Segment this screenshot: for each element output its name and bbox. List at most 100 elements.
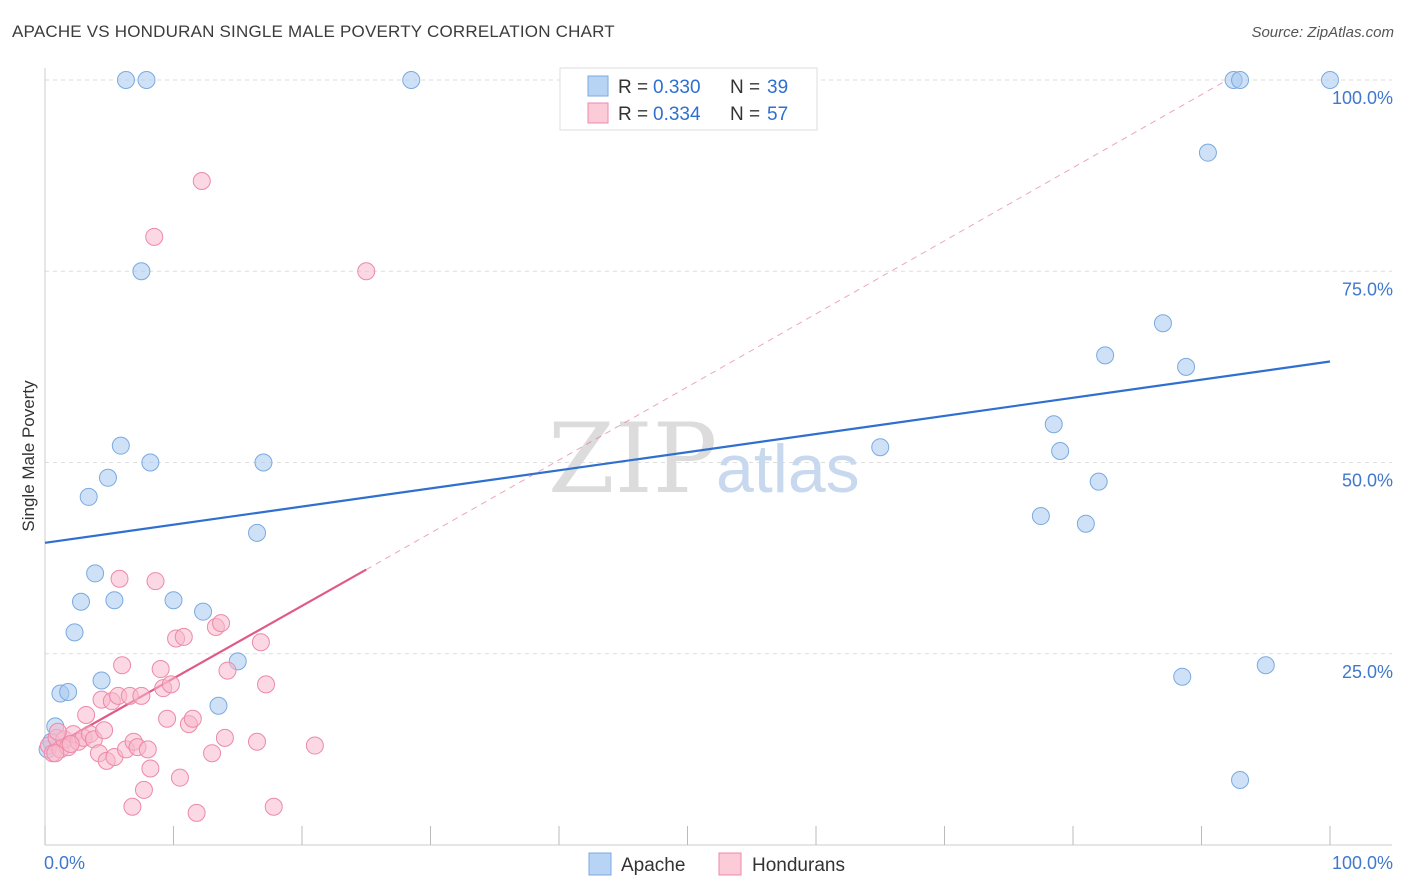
legend-apache-r-value: 0.330 <box>653 77 701 98</box>
data-point-hondurans <box>192 171 211 190</box>
data-point-apache <box>1173 667 1192 686</box>
x-tick-label: 0.0% <box>44 853 85 873</box>
data-points <box>38 71 1339 822</box>
data-point-hondurans <box>170 768 189 787</box>
source-label: Source: ZipAtlas.com <box>1251 24 1394 41</box>
data-point-apache <box>141 453 160 472</box>
data-point-hondurans <box>46 744 65 763</box>
data-point-apache <box>1198 143 1217 162</box>
legend-apache-n-value: 39 <box>767 77 788 98</box>
data-point-apache <box>1321 71 1339 89</box>
data-point-apache <box>1231 770 1250 789</box>
data-point-hondurans <box>203 744 222 763</box>
data-point-apache <box>86 564 105 583</box>
data-point-hondurans <box>158 709 177 728</box>
data-point-apache <box>111 436 130 455</box>
data-point-hondurans <box>95 721 114 740</box>
y-tick-label: 100.0% <box>1332 88 1393 108</box>
data-point-hondurans <box>132 686 151 705</box>
data-point-hondurans <box>183 709 202 728</box>
data-point-apache <box>1076 514 1095 533</box>
y-tick-label: 25.0% <box>1342 662 1393 682</box>
data-point-hondurans <box>138 740 157 759</box>
legend-bottom-apache-label: Apache <box>621 855 685 876</box>
data-point-apache <box>79 487 98 506</box>
data-point-apache <box>92 671 111 690</box>
y-tick-label: 50.0% <box>1342 471 1393 491</box>
data-point-apache <box>1089 472 1108 491</box>
data-point-apache <box>194 602 213 621</box>
data-point-hondurans <box>161 675 180 694</box>
data-point-apache <box>98 468 117 487</box>
legend-hondurans-swatch <box>587 102 609 124</box>
data-point-apache <box>137 71 156 89</box>
data-point-hondurans <box>61 735 80 754</box>
data-point-hondurans <box>257 675 276 694</box>
trend-lines <box>44 79 1331 752</box>
trend-line-hondurans <box>44 568 367 752</box>
data-point-hondurans <box>113 656 132 675</box>
legend-apache-swatch <box>587 75 609 97</box>
data-point-apache <box>71 592 90 611</box>
data-point-apache <box>1044 415 1063 434</box>
watermark-atlas: atlas <box>716 431 860 507</box>
data-point-apache <box>1096 346 1115 365</box>
x-tick-label: 100.0% <box>1332 853 1393 873</box>
data-point-hondurans <box>215 728 234 747</box>
data-point-apache <box>1177 357 1196 376</box>
data-point-hondurans <box>357 262 376 281</box>
data-point-apache <box>65 623 84 642</box>
trend-line-apache <box>44 360 1331 544</box>
data-point-apache <box>1231 71 1250 89</box>
legend-bottom-hondurans-label: Hondurans <box>752 855 845 876</box>
data-point-hondurans <box>48 722 67 741</box>
data-point-apache <box>209 696 228 715</box>
data-point-hondurans <box>305 736 324 755</box>
data-point-hondurans <box>187 803 206 822</box>
data-point-hondurans <box>134 780 153 799</box>
data-point-apache <box>1051 442 1070 461</box>
legend-top: R = 0.330 N = 39 R = 0.334 N = 57 <box>559 67 818 131</box>
legend-hondurans-n-label: N = <box>730 104 760 125</box>
data-point-apache <box>164 591 183 610</box>
data-point-apache <box>1256 656 1275 675</box>
legend-apache-n-label: N = <box>730 77 760 98</box>
legend-bottom: Apache Hondurans <box>588 852 845 876</box>
legend-hondurans-r-value: 0.334 <box>653 104 701 125</box>
data-point-hondurans <box>141 759 160 778</box>
data-point-apache <box>248 523 267 542</box>
data-point-apache <box>402 71 421 89</box>
trend-extension-hondurans <box>366 79 1228 571</box>
y-axis-label: Single Male Poverty <box>19 380 38 532</box>
data-point-apache <box>105 591 124 610</box>
data-point-apache <box>1153 314 1172 333</box>
data-point-hondurans <box>77 705 96 724</box>
tick-labels: 100.0% 75.0% 50.0% 25.0% 0.0% 100.0% <box>44 88 1393 873</box>
data-point-hondurans <box>145 227 164 246</box>
data-point-hondurans <box>212 614 231 633</box>
data-point-hondurans <box>123 797 142 816</box>
y-tick-label: 75.0% <box>1342 279 1393 299</box>
data-point-apache <box>132 262 151 281</box>
data-point-hondurans <box>264 797 283 816</box>
chart-title: APACHE VS HONDURAN SINGLE MALE POVERTY C… <box>12 22 615 41</box>
legend-hondurans-n-value: 57 <box>767 104 788 125</box>
data-point-apache <box>116 71 135 89</box>
data-point-apache <box>1031 507 1050 526</box>
data-point-hondurans <box>174 627 193 646</box>
data-point-hondurans <box>146 572 165 591</box>
data-point-hondurans <box>248 732 267 751</box>
legend-apache-r-label: R = <box>618 77 648 98</box>
axes <box>44 68 1392 846</box>
data-point-apache <box>59 683 78 701</box>
data-point-apache <box>871 438 890 457</box>
legend-hondurans-r-label: R = <box>618 104 648 125</box>
data-point-hondurans <box>218 661 237 680</box>
watermark: ZIP atlas <box>548 403 860 515</box>
legend-bottom-hondurans-swatch <box>718 852 742 876</box>
data-point-hondurans <box>151 660 170 679</box>
data-point-hondurans <box>110 569 129 588</box>
data-point-hondurans <box>251 633 270 652</box>
legend-bottom-apache-swatch <box>588 852 612 876</box>
data-point-apache <box>254 453 273 472</box>
